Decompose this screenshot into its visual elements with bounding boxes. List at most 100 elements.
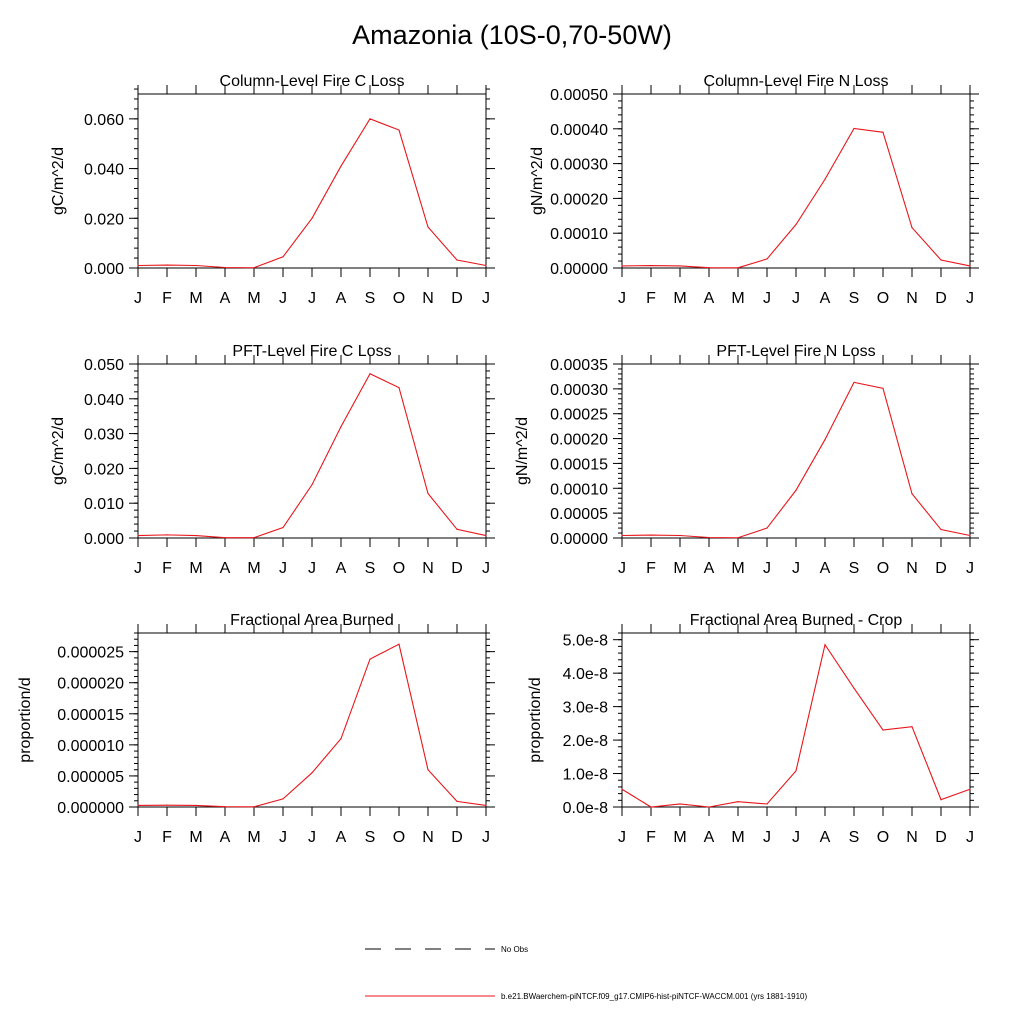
data-point — [679, 803, 681, 805]
x-tick-label: S — [849, 560, 860, 577]
y-tick-label: 0.00015 — [550, 456, 608, 473]
y-tick-label: 0.00010 — [550, 481, 608, 498]
data-point — [311, 217, 313, 219]
x-tick-label: A — [336, 829, 347, 846]
y-tick-label: 0.00010 — [550, 226, 608, 243]
panel-5: Fractional Area Burned proportion/d 0.0000… — [17, 612, 495, 846]
data-point — [621, 534, 623, 537]
x-tick-label: M — [731, 829, 744, 846]
y-axis-label: proportion/d — [527, 677, 544, 762]
data-point — [485, 534, 487, 537]
y-tick-label: 0.000020 — [57, 676, 124, 693]
x-tick-label: D — [451, 290, 463, 307]
x-tick-label: M — [673, 560, 686, 577]
plot-frame — [621, 363, 971, 539]
panel-title: PFT-Level Fire N Loss — [716, 343, 875, 360]
x-tick-label: M — [673, 829, 686, 846]
page-title: Amazonia (10S-0,70-50W) — [352, 20, 672, 50]
x-tick-label: M — [731, 290, 744, 307]
x-tick-label: J — [618, 560, 626, 577]
panel-4: PFT-Level Fire N Loss gN/m^2/d 0.00000 0.00… — [514, 343, 979, 577]
data-point — [166, 804, 168, 806]
y-tick-label: 0.020 — [84, 211, 124, 228]
y-tick-label: 0.000 — [84, 531, 124, 548]
x-tick-label: A — [704, 829, 715, 846]
data-point — [166, 534, 168, 536]
data-point — [766, 527, 768, 529]
x-tick-label: M — [247, 829, 260, 846]
data-point — [708, 806, 710, 808]
data-point — [650, 806, 652, 808]
x-tick-label: D — [451, 560, 463, 577]
plot-frame — [137, 93, 487, 269]
x-tick-label: A — [820, 290, 831, 307]
y-tick-label: 0.000025 — [57, 645, 124, 662]
x-tick-label: A — [704, 560, 715, 577]
x-tick-label: J — [966, 829, 974, 846]
series-line — [137, 643, 487, 808]
panel-title: Column-Level Fire N Loss — [704, 73, 889, 90]
data-point — [621, 265, 623, 267]
x-tick-label: O — [393, 829, 405, 846]
legend: No Obs b.e21.BWaerchem-piNTCF.f09_g17.CMI… — [365, 945, 808, 1001]
y-tick-label: 0.000005 — [57, 769, 124, 786]
data-point — [224, 537, 226, 539]
x-tick-label: S — [365, 829, 376, 846]
y-tick-label: 0.000015 — [57, 707, 124, 724]
y-tick-label: 3.0e-8 — [563, 700, 608, 717]
data-point — [253, 267, 255, 269]
data-point — [824, 178, 826, 180]
data-point — [224, 806, 226, 808]
data-point — [195, 264, 197, 267]
x-tick-label: M — [673, 290, 686, 307]
series-line — [621, 643, 971, 808]
x-tick-label: J — [482, 829, 490, 846]
x-tick-label: J — [966, 560, 974, 577]
x-tick-label: J — [134, 290, 142, 307]
data-point — [795, 223, 797, 226]
y-axis-label: gC/m^2/d — [50, 147, 67, 215]
x-tick-label: S — [365, 560, 376, 577]
x-tick-label: D — [935, 290, 947, 307]
x-tick-label: O — [393, 290, 405, 307]
y-axis-label: proportion/d — [17, 677, 34, 762]
data-point — [882, 131, 884, 133]
x-tick-label: M — [247, 290, 260, 307]
y-axis-label: gN/m^2/d — [529, 147, 546, 215]
data-point — [708, 267, 710, 269]
x-tick-label: O — [877, 560, 889, 577]
data-point — [456, 259, 458, 261]
panel-6: Fractional Area Burned - Crop proportion/… — [527, 612, 979, 846]
data-point — [795, 770, 797, 772]
data-point — [882, 729, 884, 731]
plot-frame — [621, 93, 971, 269]
x-tick-label: J — [308, 560, 316, 577]
data-point — [253, 806, 255, 808]
x-tick-label: A — [704, 290, 715, 307]
y-tick-label: 0.060 — [84, 112, 124, 129]
series-line — [137, 118, 487, 269]
x-tick-label: J — [966, 290, 974, 307]
y-tick-label: 0.000 — [84, 261, 124, 278]
y-tick-label: 0.040 — [84, 162, 124, 179]
x-tick-label: A — [220, 560, 231, 577]
y-tick-label: 5.0e-8 — [563, 633, 608, 650]
y-tick-label: 0.0e-8 — [563, 800, 608, 817]
data-point — [282, 256, 284, 258]
data-point — [195, 534, 197, 537]
data-point — [853, 127, 855, 130]
x-tick-label: M — [731, 560, 744, 577]
data-point — [708, 536, 710, 539]
x-tick-label: J — [308, 829, 316, 846]
x-tick-label: J — [279, 560, 287, 577]
y-tick-label: 0.020 — [84, 461, 124, 478]
data-point — [969, 534, 971, 537]
data-point — [195, 804, 197, 807]
x-tick-label: S — [365, 290, 376, 307]
data-point — [340, 426, 342, 428]
x-tick-label: M — [189, 560, 202, 577]
plot-frame — [137, 632, 487, 808]
data-point — [166, 264, 168, 266]
data-point — [911, 227, 913, 229]
